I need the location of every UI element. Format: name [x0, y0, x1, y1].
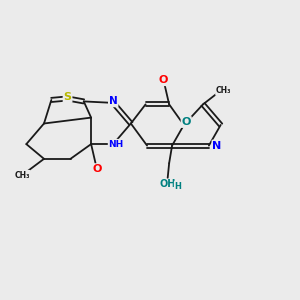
- Text: H: H: [175, 182, 182, 191]
- Text: CH₃: CH₃: [216, 86, 231, 95]
- Text: CH₃: CH₃: [14, 170, 30, 179]
- Text: NH: NH: [109, 140, 124, 148]
- Text: O: O: [159, 75, 168, 85]
- Text: S: S: [64, 92, 72, 102]
- Text: O: O: [92, 164, 102, 174]
- Text: N: N: [109, 96, 118, 106]
- Text: N: N: [212, 141, 222, 151]
- Text: O: O: [182, 117, 191, 127]
- Text: OH: OH: [160, 179, 176, 189]
